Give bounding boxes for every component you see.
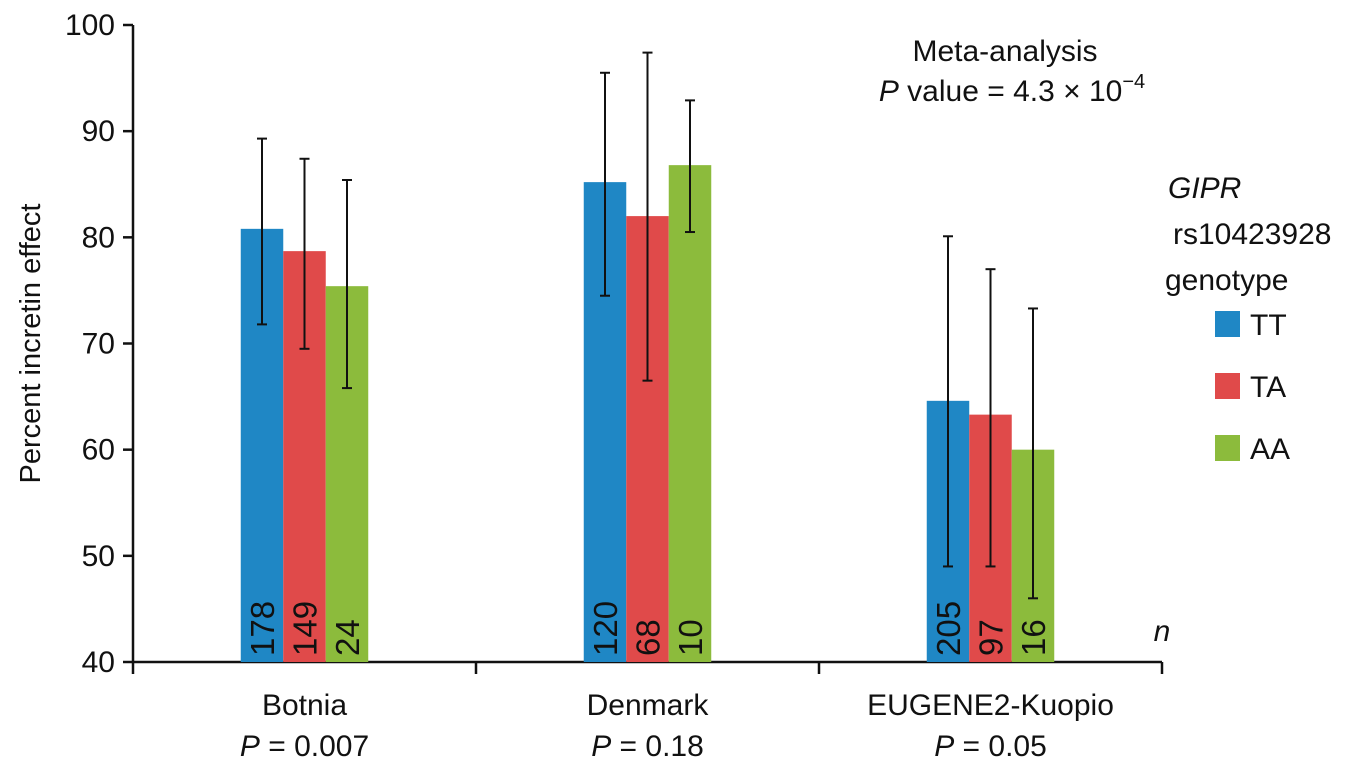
n-label: 97 [973,619,1010,656]
category-p-value: P = 0.18 [591,730,704,763]
category-p-value: P = 0.05 [934,730,1047,763]
error-bars-layer [257,51,1038,600]
meta-p-text: value = 4.3 × 10 [899,75,1123,108]
legend-swatch-ta [1215,373,1240,399]
y-tick-label: 70 [82,328,115,361]
n-label: 149 [287,601,324,656]
p-symbol: P [240,730,260,763]
legend-swatch-aa [1215,435,1240,461]
x-axis-ticks [131,662,1164,674]
meta-p-exponent: −4 [1122,71,1145,93]
n-label: 205 [930,601,967,656]
legend-title-genotype: genotype [1165,264,1288,297]
y-tick-label: 100 [65,9,115,42]
meta-analysis-p-value: P value = 4.3 × 10−4 [879,71,1145,108]
y-tick-label: 40 [82,646,115,679]
y-tick-label: 50 [82,540,115,573]
category-label: EUGENE2-Kuopio [867,689,1114,722]
y-tick-label: 80 [82,221,115,254]
bars-layer [240,165,1055,663]
bar-aa [668,165,712,662]
p-value: = 0.18 [611,730,704,763]
legend-title-snp: rs10423928 [1173,218,1331,251]
legend-label-aa: AA [1250,433,1290,466]
p-value: = 0.05 [954,730,1047,763]
n-label: 120 [587,601,624,656]
y-axis-title: Percent incretin effect [15,204,47,484]
y-tick-label: 60 [82,434,115,467]
category-p-value: P = 0.007 [240,730,369,763]
n-labels-layer: 178 149 24 120 68 10 205 97 16 [244,601,1052,656]
legend-swatch-tt [1215,311,1240,337]
p-symbol: P [934,730,954,763]
legend-label-tt: TT [1250,309,1287,342]
category-label: Denmark [587,689,710,722]
y-axis-ticks: 40 50 60 70 80 90 100 [65,9,133,679]
meta-p-symbol: P [879,75,899,108]
n-label: 10 [672,619,709,656]
y-tick-label: 90 [82,115,115,148]
p-value: = 0.007 [260,730,369,763]
n-label: 24 [329,619,366,656]
n-label: 68 [630,619,667,656]
category-label: Botnia [262,689,347,722]
legend-title-gene: GIPR [1168,172,1241,205]
n-label: 16 [1015,619,1052,656]
legend-label-ta: TA [1250,371,1286,404]
legend-items: TT TA AA [1215,309,1290,466]
legend: GIPR rs10423928 genotype TT TA AA [1165,172,1331,466]
n-label: 178 [244,601,281,656]
n-axis-label: n [1154,615,1171,648]
p-symbol: P [591,730,611,763]
meta-analysis-label: Meta-analysis [912,35,1097,68]
